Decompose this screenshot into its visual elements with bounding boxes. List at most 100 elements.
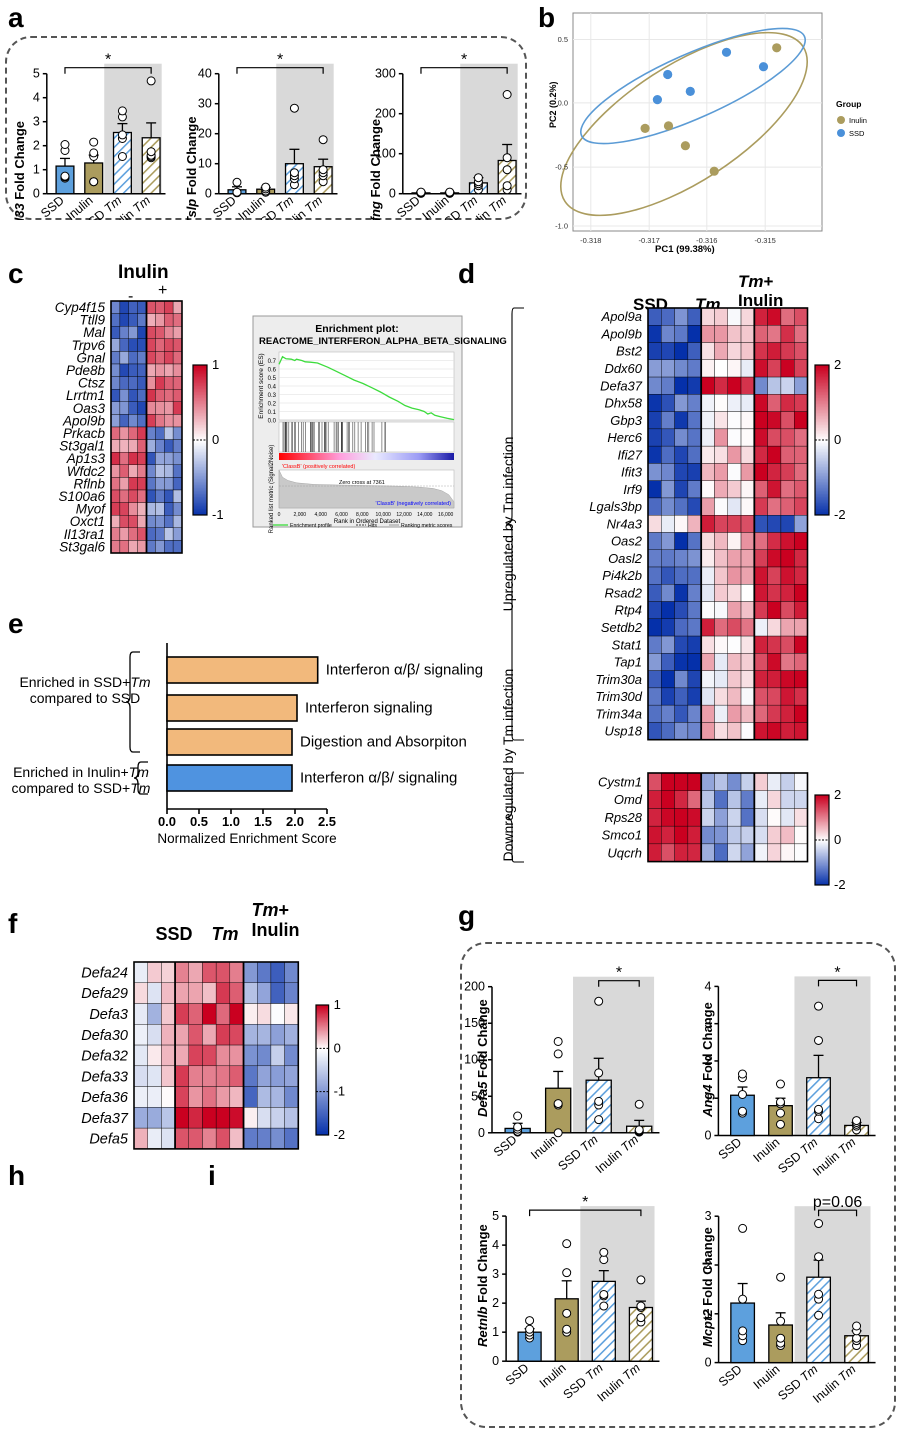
svg-text:0.5: 0.5: [558, 35, 568, 44]
svg-text:Ranked list metric (Signal2Noi: Ranked list metric (Signal2Noise): [269, 445, 275, 534]
svg-text:300: 300: [375, 67, 396, 81]
svg-text:4: 4: [704, 979, 711, 993]
svg-text:Defa29: Defa29: [81, 986, 128, 1002]
svg-text:Ranking metric scores: Ranking metric scores: [401, 523, 453, 529]
svg-text:0: 0: [333, 1040, 340, 1055]
svg-text:0: 0: [492, 1354, 499, 1368]
svg-text:0: 0: [205, 187, 212, 201]
svg-text:Inulin Tm: Inulin Tm: [810, 1135, 858, 1179]
svg-text:Oas2: Oas2: [611, 534, 643, 549]
svg-text:Interferon α/β/ signaling: Interferon α/β/ signaling: [326, 662, 483, 679]
svg-text:30: 30: [198, 97, 212, 111]
svg-text:*: *: [582, 1194, 588, 1211]
svg-text:0.0: 0.0: [158, 814, 176, 829]
svg-text:SSD: SSD: [395, 193, 424, 220]
svg-text:1: 1: [333, 997, 340, 1012]
svg-text:20: 20: [198, 127, 212, 141]
svg-text:Defa24: Defa24: [81, 966, 128, 982]
svg-text:*: *: [616, 965, 622, 982]
svg-text:*: *: [277, 52, 283, 69]
svg-text:2,000: 2,000: [294, 512, 307, 518]
svg-text:Defa37: Defa37: [600, 378, 643, 393]
svg-text:2: 2: [704, 1054, 711, 1068]
svg-text:Defa33: Defa33: [81, 1069, 128, 1085]
svg-text:*: *: [834, 964, 840, 981]
svg-text:'ClassB' (positively correlate: 'ClassB' (positively correlated): [282, 464, 355, 470]
svg-text:100: 100: [375, 147, 396, 161]
svg-text:p=0.06: p=0.06: [813, 1194, 862, 1211]
svg-text:Rsad2: Rsad2: [604, 585, 642, 600]
svg-text:5: 5: [33, 67, 40, 81]
svg-text:1: 1: [492, 1325, 499, 1339]
svg-text:REACTOME_INTERFERON_ALPHA_BETA: REACTOME_INTERFERON_ALPHA_BETA_SIGNALING: [259, 336, 507, 347]
svg-text:Inulin: Inulin: [849, 116, 867, 125]
svg-text:0.5: 0.5: [190, 814, 208, 829]
svg-text:1.5: 1.5: [254, 814, 272, 829]
svg-text:-2: -2: [333, 1127, 345, 1142]
svg-text:1: 1: [705, 1307, 712, 1321]
svg-text:St3gal6: St3gal6: [59, 539, 105, 554]
svg-text:Interferon signaling: Interferon signaling: [305, 700, 433, 717]
svg-text:-1: -1: [333, 1084, 345, 1099]
svg-text:0.0: 0.0: [558, 98, 568, 107]
svg-text:1: 1: [704, 1091, 711, 1105]
svg-text:Group: Group: [836, 99, 862, 109]
svg-text:Enrichment plot:: Enrichment plot:: [315, 323, 398, 335]
svg-text:0: 0: [278, 512, 281, 518]
svg-text:*: *: [461, 52, 467, 69]
svg-text:SSD: SSD: [849, 129, 865, 138]
svg-text:Lgals3bp: Lgals3bp: [589, 499, 642, 514]
svg-text:2: 2: [492, 1296, 499, 1310]
svg-text:0.7: 0.7: [268, 359, 277, 365]
svg-text:Defa37: Defa37: [81, 1111, 129, 1127]
svg-text:-1.0: -1.0: [555, 222, 568, 231]
svg-text:-2: -2: [834, 877, 846, 892]
svg-text:3: 3: [33, 115, 40, 129]
svg-text:Irf9: Irf9: [623, 482, 642, 497]
svg-text:0.1: 0.1: [268, 410, 277, 416]
svg-text:SSD: SSD: [716, 1135, 745, 1162]
svg-text:3: 3: [492, 1267, 499, 1281]
svg-text:0: 0: [212, 432, 219, 447]
svg-text:12,000: 12,000: [396, 512, 412, 518]
svg-text:2.0: 2.0: [286, 814, 304, 829]
svg-text:Inulin: Inulin: [528, 1132, 560, 1162]
svg-text:-0.5: -0.5: [555, 163, 568, 172]
svg-text:0: 0: [389, 187, 396, 201]
svg-text:Ifi27: Ifi27: [617, 447, 642, 462]
svg-text:'ClassB' (negatively correlate: 'ClassB' (negatively correlated): [376, 501, 452, 507]
svg-text:Pi4k2b: Pi4k2b: [602, 568, 642, 583]
svg-text:4,000: 4,000: [314, 512, 327, 518]
svg-text:2: 2: [33, 139, 40, 153]
svg-text:150: 150: [464, 1016, 485, 1030]
svg-text:0: 0: [705, 1356, 712, 1370]
svg-text:-0.318: -0.318: [580, 236, 601, 245]
svg-text:0.3: 0.3: [268, 393, 277, 399]
svg-text:40: 40: [198, 67, 212, 81]
svg-text:Interferon α/β/ signaling: Interferon α/β/ signaling: [300, 770, 457, 787]
svg-text:SSD: SSD: [211, 193, 240, 220]
svg-text:0: 0: [478, 1126, 485, 1140]
svg-text:Defa3: Defa3: [89, 1007, 128, 1023]
svg-text:200: 200: [464, 980, 485, 994]
svg-text:-1: -1: [212, 507, 224, 522]
svg-text:2: 2: [705, 1258, 712, 1272]
svg-text:Inulin: Inulin: [537, 1361, 569, 1391]
svg-text:Apol9b: Apol9b: [601, 326, 642, 341]
svg-text:0: 0: [704, 1128, 711, 1142]
svg-text:Defa32: Defa32: [81, 1049, 128, 1065]
svg-text:Herc6: Herc6: [607, 430, 642, 445]
svg-text:SSD: SSD: [38, 193, 67, 220]
svg-text:*: *: [105, 52, 111, 69]
svg-text:Ifit3: Ifit3: [621, 465, 643, 480]
svg-text:Inulin Tm: Inulin Tm: [810, 1362, 858, 1406]
svg-text:Inulin: Inulin: [751, 1362, 783, 1392]
svg-text:Defa30: Defa30: [81, 1028, 128, 1044]
svg-text:0.6: 0.6: [268, 368, 277, 374]
svg-text:16,000: 16,000: [438, 512, 454, 518]
svg-text:SSD: SSD: [716, 1362, 745, 1389]
svg-text:Zero cross at 7361: Zero cross at 7361: [339, 480, 385, 486]
svg-text:2: 2: [834, 787, 841, 802]
svg-text:2: 2: [834, 357, 841, 372]
svg-text:SSD: SSD: [491, 1132, 520, 1159]
